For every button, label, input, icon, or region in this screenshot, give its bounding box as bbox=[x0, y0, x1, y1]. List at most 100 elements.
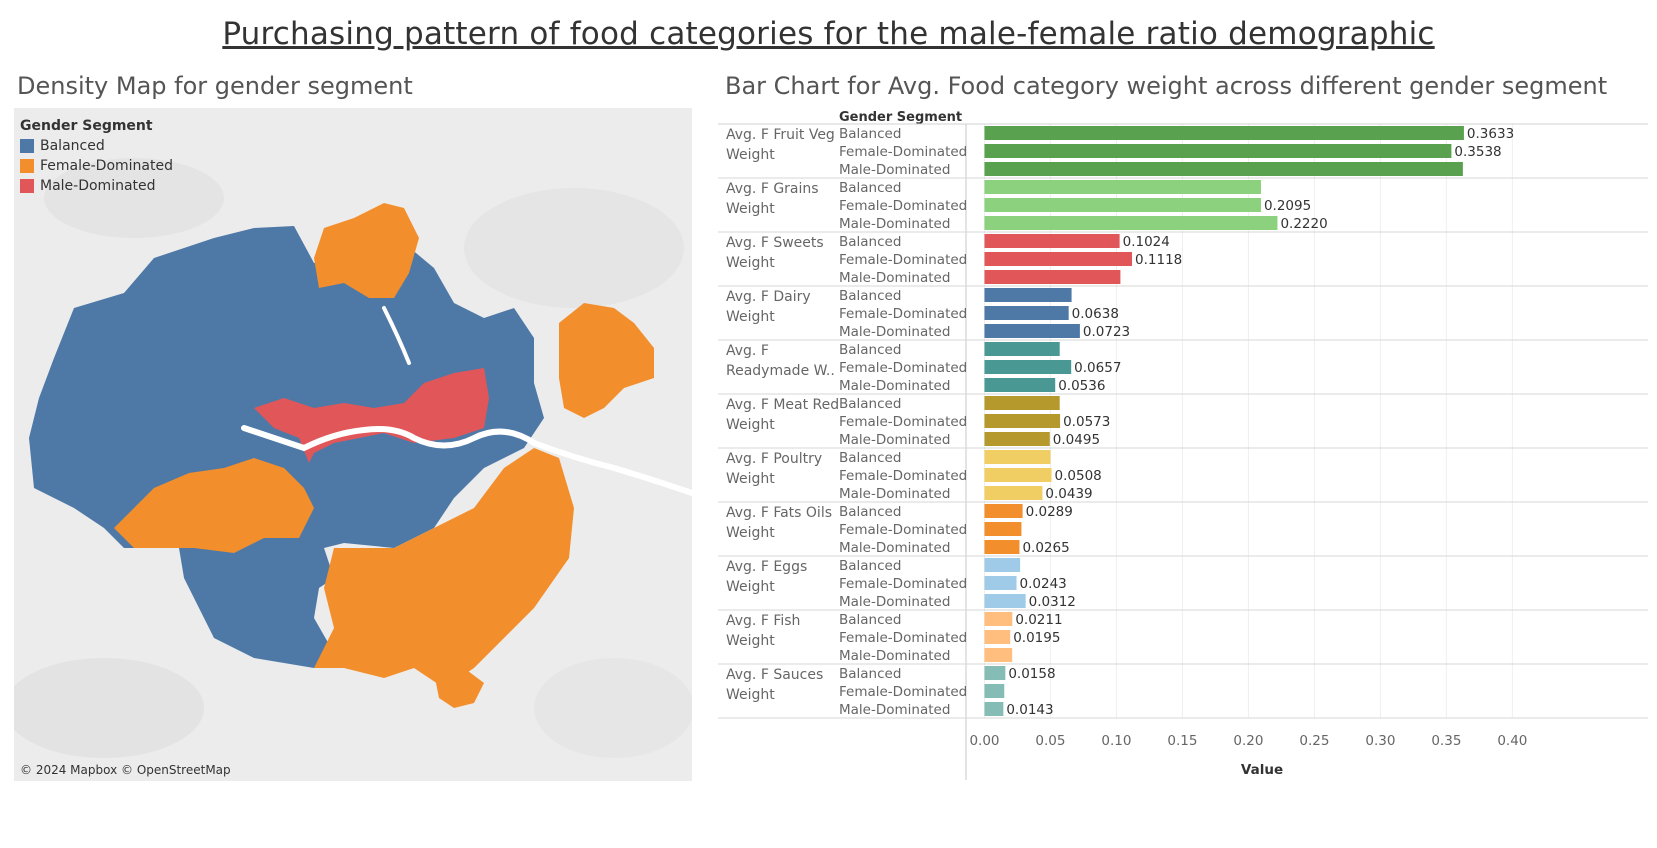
segment-label: Female-Dominated bbox=[839, 360, 967, 376]
bar-value-label: 0.1118 bbox=[1135, 252, 1182, 268]
bar[interactable] bbox=[984, 216, 1278, 230]
bar-value-label: 0.0143 bbox=[1006, 702, 1053, 718]
group-label: Avg. F Dairy bbox=[726, 289, 811, 305]
bar[interactable] bbox=[984, 630, 1011, 644]
bar[interactable] bbox=[984, 306, 1069, 320]
x-tick-label: 0.20 bbox=[1233, 733, 1263, 749]
bar[interactable] bbox=[984, 234, 1120, 248]
bar-value-label: 0.0211 bbox=[1015, 612, 1062, 628]
legend-item-balanced[interactable]: Balanced bbox=[20, 136, 173, 156]
bar[interactable] bbox=[984, 144, 1452, 158]
bar[interactable] bbox=[984, 468, 1052, 482]
segment-label: Male-Dominated bbox=[839, 324, 950, 340]
segment-label: Balanced bbox=[839, 342, 901, 358]
bar[interactable] bbox=[984, 684, 1005, 698]
group-label: Readymade W.. bbox=[726, 363, 835, 379]
density-map[interactable]: Gender Segment Balanced Female-Dominated… bbox=[14, 108, 692, 781]
group-label: Avg. F bbox=[726, 343, 769, 359]
bar-value-label: 0.1024 bbox=[1123, 234, 1170, 250]
bar[interactable] bbox=[984, 270, 1121, 284]
x-tick-label: 0.00 bbox=[969, 733, 999, 749]
dashboard-title: Purchasing pattern of food categories fo… bbox=[222, 16, 1435, 52]
bar-value-label: 0.2095 bbox=[1264, 198, 1311, 214]
bar[interactable] bbox=[984, 324, 1080, 338]
x-tick-label: 0.15 bbox=[1167, 733, 1197, 749]
bar[interactable] bbox=[984, 396, 1060, 410]
group-label: Weight bbox=[726, 633, 775, 649]
bar[interactable] bbox=[984, 432, 1050, 446]
bar-chart-subtitle: Bar Chart for Avg. Food category weight … bbox=[725, 72, 1608, 100]
bar[interactable] bbox=[984, 414, 1061, 428]
x-tick-label: 0.10 bbox=[1101, 733, 1131, 749]
segment-label: Male-Dominated bbox=[839, 270, 950, 286]
group-label: Weight bbox=[726, 417, 775, 433]
bar[interactable] bbox=[984, 342, 1060, 356]
bar-value-label: 0.0573 bbox=[1063, 414, 1110, 430]
segment-label: Male-Dominated bbox=[839, 648, 950, 664]
group-label: Avg. F Sauces bbox=[726, 667, 823, 683]
legend-swatch-balanced bbox=[20, 139, 34, 153]
map-attribution[interactable]: © 2024 Mapbox © OpenStreetMap bbox=[20, 763, 231, 777]
density-map-canvas[interactable] bbox=[14, 108, 692, 781]
bar-value-label: 0.0312 bbox=[1029, 594, 1076, 610]
bar[interactable] bbox=[984, 180, 1261, 194]
legend-item-male-dominated[interactable]: Male-Dominated bbox=[20, 176, 173, 196]
bar[interactable] bbox=[984, 162, 1463, 176]
x-tick-label: 0.05 bbox=[1035, 733, 1065, 749]
bar[interactable] bbox=[984, 288, 1072, 302]
bar-value-label: 0.3633 bbox=[1467, 126, 1514, 142]
region-balanced bbox=[29, 226, 544, 668]
thames-river bbox=[241, 306, 692, 496]
group-label: Weight bbox=[726, 309, 775, 325]
segment-label: Male-Dominated bbox=[839, 378, 950, 394]
bar-value-label: 0.0195 bbox=[1013, 630, 1060, 646]
bar[interactable] bbox=[984, 612, 1013, 626]
bar-value-label: 0.0158 bbox=[1008, 666, 1055, 682]
map-legend[interactable]: Gender Segment Balanced Female-Dominated… bbox=[20, 118, 173, 196]
group-label: Avg. F Sweets bbox=[726, 235, 824, 251]
bar[interactable] bbox=[984, 540, 1020, 554]
segment-label: Male-Dominated bbox=[839, 486, 950, 502]
bar-value-label: 0.0495 bbox=[1053, 432, 1100, 448]
segment-label: Female-Dominated bbox=[839, 144, 967, 160]
bar[interactable] bbox=[984, 486, 1043, 500]
bar[interactable] bbox=[984, 558, 1021, 572]
x-tick-label: 0.30 bbox=[1365, 733, 1395, 749]
bar[interactable] bbox=[984, 702, 1004, 716]
group-label: Weight bbox=[726, 147, 775, 163]
segment-label: Balanced bbox=[839, 288, 901, 304]
segment-label: Female-Dominated bbox=[839, 468, 967, 484]
bar[interactable] bbox=[984, 522, 1022, 536]
bar-chart[interactable]: Gender Segment Avg. F Fruit Veg Weight Bala… bbox=[718, 104, 1648, 784]
bar[interactable] bbox=[984, 378, 1056, 392]
bar[interactable] bbox=[984, 594, 1026, 608]
legend-item-female-dominated[interactable]: Female-Dominated bbox=[20, 156, 173, 176]
bar[interactable] bbox=[984, 252, 1133, 266]
row-header: Gender Segment bbox=[839, 110, 962, 125]
segment-label: Balanced bbox=[839, 558, 901, 574]
group-label: Weight bbox=[726, 471, 775, 487]
x-tick-label: 0.40 bbox=[1497, 733, 1527, 749]
bar[interactable] bbox=[984, 360, 1072, 374]
bar[interactable] bbox=[984, 198, 1261, 212]
bar-value-label: 0.0439 bbox=[1045, 486, 1092, 502]
bar[interactable] bbox=[984, 576, 1017, 590]
bar[interactable] bbox=[984, 504, 1023, 518]
segment-label: Male-Dominated bbox=[839, 216, 950, 232]
bar-value-label: 0.3538 bbox=[1454, 144, 1501, 160]
segment-label: Female-Dominated bbox=[839, 576, 967, 592]
legend-swatch-male-dominated bbox=[20, 179, 34, 193]
group-label: Weight bbox=[726, 579, 775, 595]
group-label: Avg. F Meat Red bbox=[726, 397, 839, 413]
bar-value-label: 0.0638 bbox=[1072, 306, 1119, 322]
legend-swatch-female-dominated bbox=[20, 159, 34, 173]
bar[interactable] bbox=[984, 666, 1006, 680]
bar[interactable] bbox=[984, 450, 1051, 464]
segment-label: Balanced bbox=[839, 504, 901, 520]
segment-label: Female-Dominated bbox=[839, 252, 967, 268]
bar-value-label: 0.2220 bbox=[1280, 216, 1327, 232]
segment-label: Balanced bbox=[839, 450, 901, 466]
legend-label-female-dominated: Female-Dominated bbox=[40, 158, 173, 174]
bar[interactable] bbox=[984, 126, 1464, 140]
bar[interactable] bbox=[984, 648, 1013, 662]
